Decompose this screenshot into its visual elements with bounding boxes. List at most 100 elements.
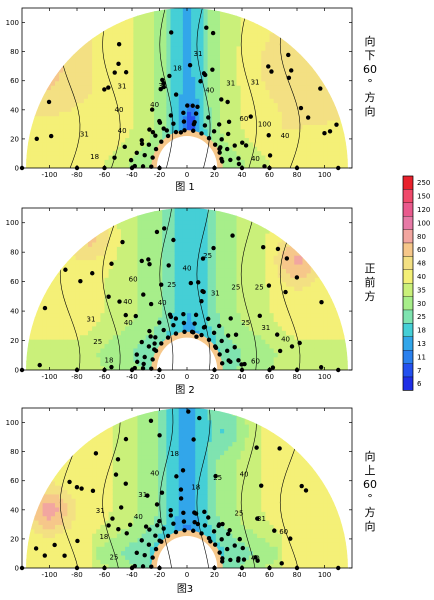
data-point <box>181 311 186 317</box>
contour-labels: 40 60 31 25 40 25 18 18 40 31 40 31 18 25 <box>96 450 288 562</box>
contour-label: 18 <box>104 357 113 365</box>
data-point <box>140 564 146 569</box>
x-tick-label: -80 <box>71 373 82 381</box>
data-point <box>236 358 241 363</box>
data-point <box>206 515 211 520</box>
x-tick-label: 100 <box>318 373 331 381</box>
data-point <box>319 299 324 305</box>
contour-label: 18 <box>191 484 200 492</box>
legend-swatch <box>402 202 414 217</box>
legend-level-label: 100 <box>417 219 430 227</box>
contour-labels: 60 40 31 25 25 25 31 25 40 25 40 60 40 40 31 25 18 <box>87 252 290 366</box>
contour-label: 31 <box>87 315 96 323</box>
data-point <box>173 331 179 336</box>
x-tick-label: 0 <box>185 373 189 381</box>
legend-level-label: 120 <box>417 206 430 214</box>
contour-label: 100 <box>258 120 271 128</box>
side-label-char: 向 <box>365 519 376 533</box>
data-point <box>142 552 147 558</box>
data-point <box>115 457 121 462</box>
y-tick-label: 60 <box>10 77 19 85</box>
data-point <box>102 87 107 92</box>
contour-label: 25 <box>213 474 222 482</box>
data-point <box>157 518 162 524</box>
legend-level-label: 30 <box>417 300 426 308</box>
legend-level-label: 40 <box>417 273 426 281</box>
data-point <box>109 364 114 370</box>
data-point <box>334 122 339 127</box>
data-point <box>113 472 119 477</box>
data-point <box>259 483 264 488</box>
data-point <box>220 361 225 366</box>
data-point <box>240 140 245 145</box>
side-label-char: 前 <box>365 275 376 289</box>
data-point <box>140 366 146 371</box>
y-tick-label: 20 <box>10 337 19 345</box>
contour-label: 40 <box>251 554 260 562</box>
measurement-points <box>19 409 341 571</box>
data-point <box>159 282 164 287</box>
data-point <box>211 330 217 336</box>
data-point <box>191 437 196 442</box>
data-point <box>116 61 121 67</box>
data-point <box>199 131 204 136</box>
data-point <box>139 339 144 345</box>
data-point <box>168 513 174 518</box>
data-point <box>257 313 262 319</box>
data-point <box>146 142 152 147</box>
x-tick-label: 60 <box>265 373 274 381</box>
y-tick-label: 100 <box>6 419 19 427</box>
data-point <box>261 245 266 250</box>
contour-label: 31 <box>118 82 127 90</box>
data-point <box>269 69 274 74</box>
data-point <box>134 550 139 555</box>
legend-swatch <box>402 350 414 364</box>
legend-swatch <box>402 336 414 351</box>
side-label-char: 60 <box>363 63 377 76</box>
data-point <box>224 546 230 552</box>
data-point <box>90 488 96 494</box>
data-point <box>62 553 67 558</box>
data-point <box>197 415 202 421</box>
side-label-char: 向 <box>365 104 376 118</box>
data-point <box>173 129 179 135</box>
x-tick-label: -60 <box>99 373 110 381</box>
data-point <box>277 348 283 354</box>
data-point <box>139 138 144 143</box>
panel-caption: 图 1 <box>175 181 195 193</box>
data-point <box>181 510 186 516</box>
data-point <box>164 128 170 133</box>
data-point <box>212 344 218 349</box>
data-point <box>116 42 122 47</box>
data-point <box>187 62 193 68</box>
y-tick-label: 40 <box>10 506 19 514</box>
data-point <box>162 226 167 231</box>
data-point <box>171 521 176 526</box>
contour-label: 18 <box>173 64 182 72</box>
data-point <box>289 344 295 349</box>
data-point <box>185 103 190 108</box>
y-tick-label: 60 <box>10 477 19 485</box>
side-label-char: 方 <box>365 90 376 104</box>
contour-label: 31 <box>226 80 235 88</box>
data-point <box>191 330 196 335</box>
data-point <box>37 362 42 368</box>
y-tick-label: 100 <box>6 219 19 227</box>
x-tick-label: -40 <box>126 373 137 381</box>
y-tick-label: 0 <box>15 367 19 375</box>
legend-swatch <box>402 256 414 270</box>
data-point <box>74 485 80 490</box>
data-point <box>173 529 179 535</box>
data-point <box>219 537 224 542</box>
data-point <box>142 354 147 360</box>
data-point <box>93 451 99 456</box>
data-point <box>266 283 272 288</box>
side-label-char: ° <box>367 77 373 90</box>
data-point <box>75 538 80 544</box>
contour-label: 31 <box>80 131 89 139</box>
data-point <box>146 542 152 547</box>
data-point <box>212 142 218 147</box>
x-tick-label: 80 <box>293 171 302 179</box>
data-point <box>120 239 125 245</box>
data-point <box>217 352 222 357</box>
